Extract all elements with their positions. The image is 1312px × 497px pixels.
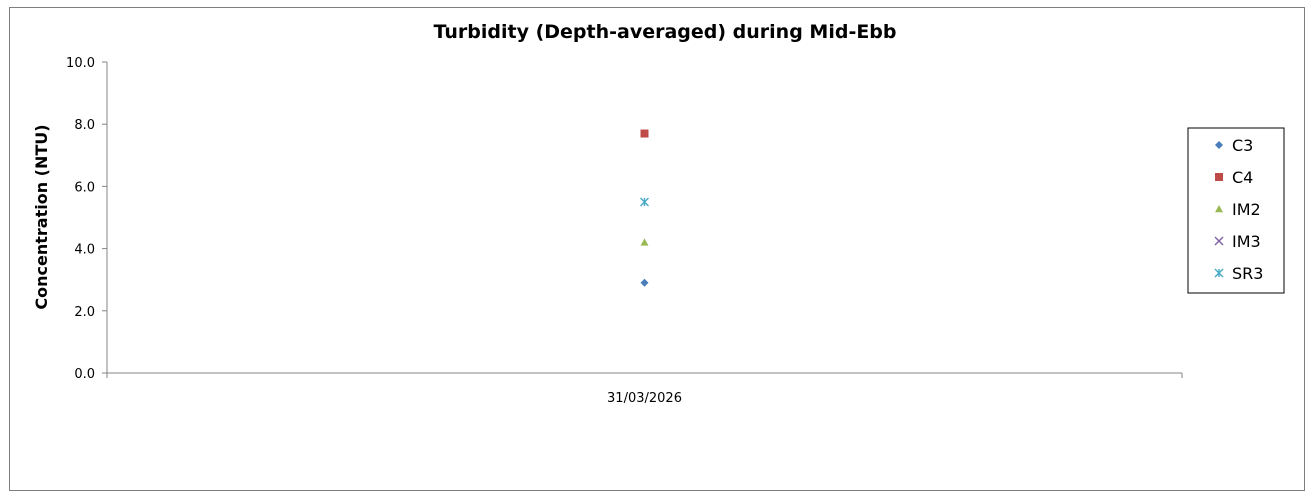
y-tick-label: 2.0 — [74, 305, 95, 320]
y-axis-ticks: 0.0 2.0 4.0 6.0 8.0 10.0 — [66, 56, 107, 382]
legend-marker — [1215, 205, 1223, 213]
legend-label: IM3 — [1232, 232, 1261, 251]
legend-label: C4 — [1232, 168, 1253, 187]
legend — [1187, 127, 1285, 294]
data-point-c3 — [640, 278, 649, 287]
y-tick-label: 4.0 — [74, 243, 95, 258]
data-points — [640, 129, 649, 287]
legend-items: C3 C4 IM2 IM3 SR3 — [1214, 136, 1263, 283]
legend-marker — [1215, 141, 1223, 149]
data-point-sr3 — [640, 197, 649, 207]
y-axis-label: Concentration (NTU) — [32, 124, 51, 309]
legend-item-c4: C4 — [1215, 168, 1253, 187]
chart-area — [9, 7, 1305, 491]
data-point-im2 — [640, 238, 649, 246]
legend-item-im3: IM3 — [1214, 232, 1261, 251]
legend-label: SR3 — [1232, 264, 1263, 283]
y-tick-label: 10.0 — [66, 56, 95, 71]
legend-marker — [1215, 173, 1223, 181]
y-tick-label: 0.0 — [74, 367, 95, 382]
chart-title: Turbidity (Depth-averaged) during Mid-Eb… — [433, 21, 896, 43]
legend-label: IM2 — [1232, 200, 1261, 219]
y-tick-label: 6.0 — [74, 180, 95, 195]
x-axis-ticks: 31/03/2026 — [106, 373, 1183, 406]
legend-marker — [1214, 268, 1224, 278]
legend-item-sr3: SR3 — [1214, 264, 1263, 283]
y-tick-label: 8.0 — [74, 118, 95, 133]
legend-item-im2: IM2 — [1215, 200, 1261, 219]
data-point-c4 — [640, 129, 649, 138]
legend-label: C3 — [1232, 136, 1253, 155]
legend-item-c3: C3 — [1215, 136, 1253, 155]
x-tick-label: 31/03/2026 — [607, 391, 682, 406]
legend-marker — [1214, 236, 1224, 246]
